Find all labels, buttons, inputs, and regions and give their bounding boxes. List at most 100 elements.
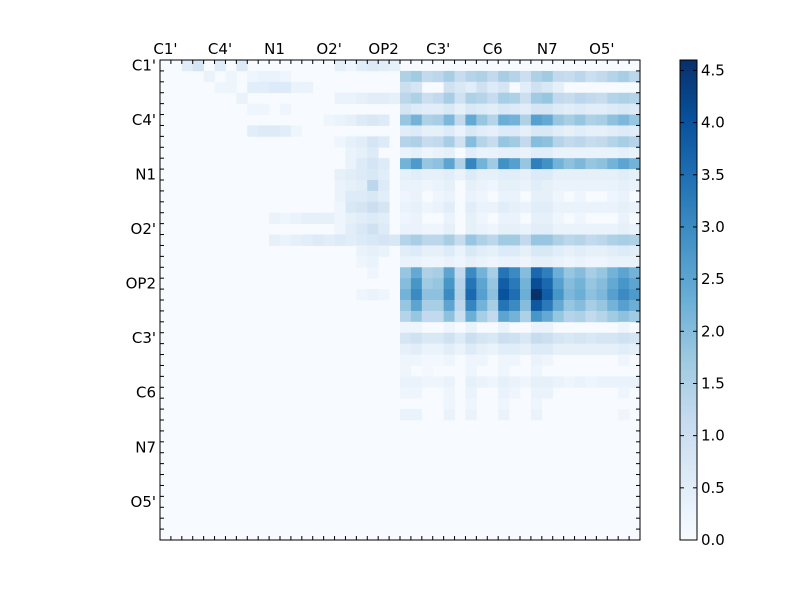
heatmap-cell [596, 278, 608, 290]
heatmap-cell [367, 190, 379, 203]
heatmap-cell [487, 267, 499, 279]
heatmap-cell [476, 125, 488, 137]
heatmap-cell [563, 70, 575, 83]
heatmap-cell [421, 245, 434, 257]
heatmap-cell [541, 92, 554, 105]
heatmap-cell [421, 180, 434, 192]
heatmap-cell [443, 300, 455, 312]
heatmap-cell [443, 190, 455, 203]
heatmap-cell [410, 81, 423, 94]
heatmap-cell [618, 387, 630, 399]
heatmap-cell [530, 321, 543, 334]
heatmap-cell [356, 289, 368, 301]
heatmap-cell [541, 267, 554, 279]
heatmap-cell [574, 147, 586, 159]
heatmap-cell [541, 278, 554, 290]
heatmap-cell [596, 169, 608, 181]
x-tick-label: N7 [537, 40, 558, 58]
heatmap-cell [465, 387, 477, 399]
heatmap-cell [574, 103, 586, 115]
heatmap-cell [465, 234, 477, 246]
heatmap-cell [596, 267, 608, 279]
heatmap-cell [454, 103, 466, 115]
heatmap-cell [574, 201, 586, 214]
heatmap-cell [509, 256, 521, 268]
heatmap-cell [400, 365, 412, 377]
heatmap-cell [400, 310, 412, 323]
heatmap-cell [530, 103, 543, 115]
heatmap-cell [596, 223, 608, 235]
heatmap-cell [607, 92, 619, 105]
heatmap-cell [520, 92, 532, 105]
heatmap-cell [509, 310, 521, 323]
heatmap-cell [541, 190, 554, 203]
heatmap-cell [378, 169, 390, 181]
heatmap-cell [487, 136, 499, 148]
heatmap-cell [334, 136, 346, 148]
heatmap-cell [629, 234, 641, 246]
heatmap-cell [574, 212, 586, 225]
heatmap-cell [367, 289, 379, 301]
heatmap-cell [520, 70, 532, 83]
heatmap-cell [530, 92, 543, 105]
heatmap-cell [476, 278, 488, 290]
colorbar-tick-label: 3.0 [701, 218, 725, 236]
heatmap-cell [356, 136, 368, 148]
heatmap-cell [574, 343, 586, 355]
x-tick-label: O5' [589, 40, 614, 58]
heatmap-cell [498, 201, 510, 214]
heatmap-cell [520, 310, 532, 323]
heatmap-cell [203, 70, 215, 83]
heatmap-cell [290, 125, 303, 137]
heatmap-cell [487, 376, 499, 388]
heatmap-cell [378, 201, 390, 214]
heatmap-cell [629, 158, 641, 170]
heatmap-cell [214, 81, 226, 94]
heatmap-cell [312, 234, 325, 246]
heatmap-cell [465, 300, 477, 312]
heatmap-cell [421, 289, 434, 301]
heatmap-cell [541, 234, 554, 246]
heatmap-cell [356, 158, 368, 170]
heatmap-cell [618, 136, 630, 148]
heatmap-cell [400, 212, 412, 225]
heatmap-cell [541, 387, 554, 399]
heatmap-cell [563, 300, 575, 312]
heatmap-cell [421, 300, 434, 312]
y-tick-label: O2' [131, 220, 156, 238]
heatmap-cell [356, 223, 368, 235]
heatmap-cell [585, 332, 597, 345]
heatmap-cell [280, 70, 292, 83]
x-tick-label: C3' [426, 40, 450, 58]
heatmap-cell [432, 223, 445, 235]
heatmap-cell [280, 212, 292, 225]
heatmap-cell [563, 310, 575, 323]
heatmap-cell [487, 92, 499, 105]
heatmap-cell [498, 81, 510, 94]
heatmap-cell [618, 70, 630, 83]
heatmap-cell [443, 103, 455, 115]
heatmap-cell [443, 223, 455, 235]
heatmap-cell [443, 92, 455, 105]
heatmap-cell [476, 376, 488, 388]
heatmap-cell [541, 256, 554, 268]
heatmap-cell [585, 234, 597, 246]
heatmap-cell [509, 376, 521, 388]
heatmap-cell [465, 147, 477, 159]
heatmap-cell [574, 223, 586, 235]
x-tick-label: N1 [264, 40, 285, 58]
heatmap-cell [400, 300, 412, 312]
heatmap-cell [498, 267, 510, 279]
heatmap-cell [345, 180, 357, 192]
x-tick-label: C1' [153, 40, 177, 58]
heatmap-cell [410, 354, 423, 366]
heatmap-cell [410, 387, 423, 399]
heatmap-cell [432, 92, 445, 105]
heatmap-cell [345, 169, 357, 181]
heatmap-cell [607, 289, 619, 301]
heatmap-cell [443, 310, 455, 323]
heatmap-cell [400, 169, 412, 181]
heatmap-cell [225, 70, 237, 83]
heatmap-cell [476, 114, 488, 126]
heatmap-cell [585, 103, 597, 115]
